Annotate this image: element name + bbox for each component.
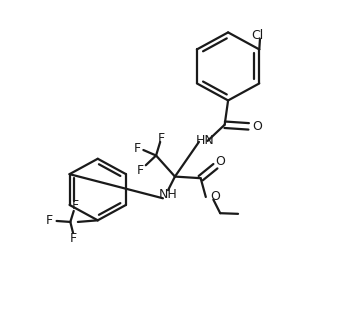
Text: F: F (137, 164, 144, 177)
Text: O: O (252, 120, 262, 133)
Text: Cl: Cl (251, 29, 264, 42)
Text: HN: HN (196, 134, 214, 147)
Text: F: F (158, 132, 165, 145)
Text: O: O (211, 191, 220, 203)
Text: F: F (72, 199, 79, 212)
Text: F: F (70, 232, 77, 245)
Text: O: O (216, 155, 225, 168)
Text: F: F (134, 142, 141, 155)
Text: F: F (46, 214, 53, 227)
Text: NH: NH (159, 188, 177, 201)
